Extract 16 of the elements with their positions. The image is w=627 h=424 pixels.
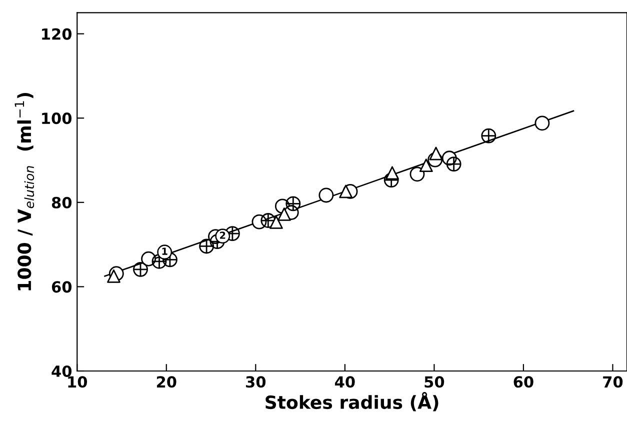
annotation: 2	[220, 232, 226, 239]
y-tick-label: 120	[42, 28, 72, 40]
text: 1000 / V$_{elution}$ (ml$^{−1}$)	[14, 92, 34, 290]
y-tick-label: 60	[52, 281, 72, 293]
x-tick-label: 10	[68, 376, 88, 388]
x-tick-label: 70	[603, 376, 623, 388]
x-tick-label: 30	[246, 376, 266, 388]
x-tick-label: 40	[334, 376, 355, 388]
x-axis-title: Stokes radius (Å)	[266, 392, 438, 412]
y-tick-label: 100	[42, 112, 72, 124]
x-tick-label: 50	[424, 376, 444, 388]
x-tick-label: 20	[156, 376, 176, 388]
annotation: 1	[162, 248, 168, 255]
x-tick-label: 60	[514, 376, 534, 388]
y-tick-label: 80	[52, 196, 72, 208]
y-tick-label: 40	[52, 365, 72, 378]
